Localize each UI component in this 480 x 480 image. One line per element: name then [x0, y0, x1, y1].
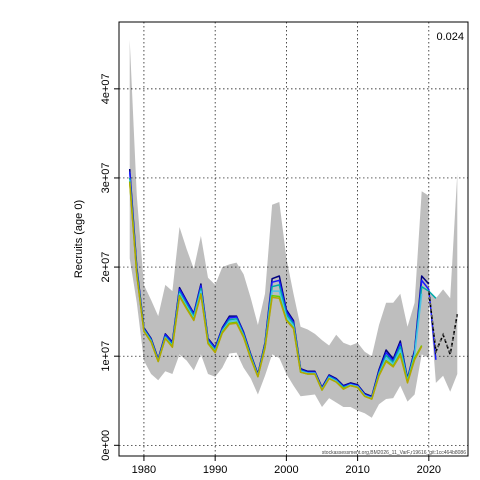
x-axis: 1980 1990 2000 2010 2020: [132, 456, 441, 476]
series-line-6: [128, 182, 423, 400]
y-tick-label: 0e+00: [100, 430, 112, 461]
forecast-line-alt: [428, 291, 458, 356]
y-tick-label: 4e+07: [100, 73, 112, 104]
x-tick-label: 2010: [345, 464, 369, 476]
plot-frame: [118, 21, 469, 457]
x-tick-label: 2020: [417, 464, 441, 476]
footer-note: stockassessment.org,BM2026_11_VarF,r1961…: [322, 450, 466, 456]
series-layer: [128, 168, 437, 400]
y-tick-label: 3e+07: [100, 163, 112, 194]
confidence-band-layer: [129, 39, 458, 418]
forecast-band: [428, 173, 458, 392]
y-axis: 0e+00 1e+07 2e+07 3e+07 4e+07: [100, 73, 119, 461]
forecast-layer: [428, 291, 459, 358]
y-tick-label: 1e+07: [100, 341, 112, 372]
grid-layer: [119, 22, 468, 456]
y-tick-label: 2e+07: [100, 252, 112, 283]
x-tick-label: 2000: [274, 464, 298, 476]
series-line-3: [128, 177, 437, 399]
series-line-2: [128, 171, 437, 398]
x-tick-label: 1980: [132, 464, 156, 476]
y-axis-title: Recruits (age 0): [73, 200, 85, 278]
corner-value-label: 0.024: [436, 31, 464, 43]
x-tick-label: 1990: [203, 464, 227, 476]
